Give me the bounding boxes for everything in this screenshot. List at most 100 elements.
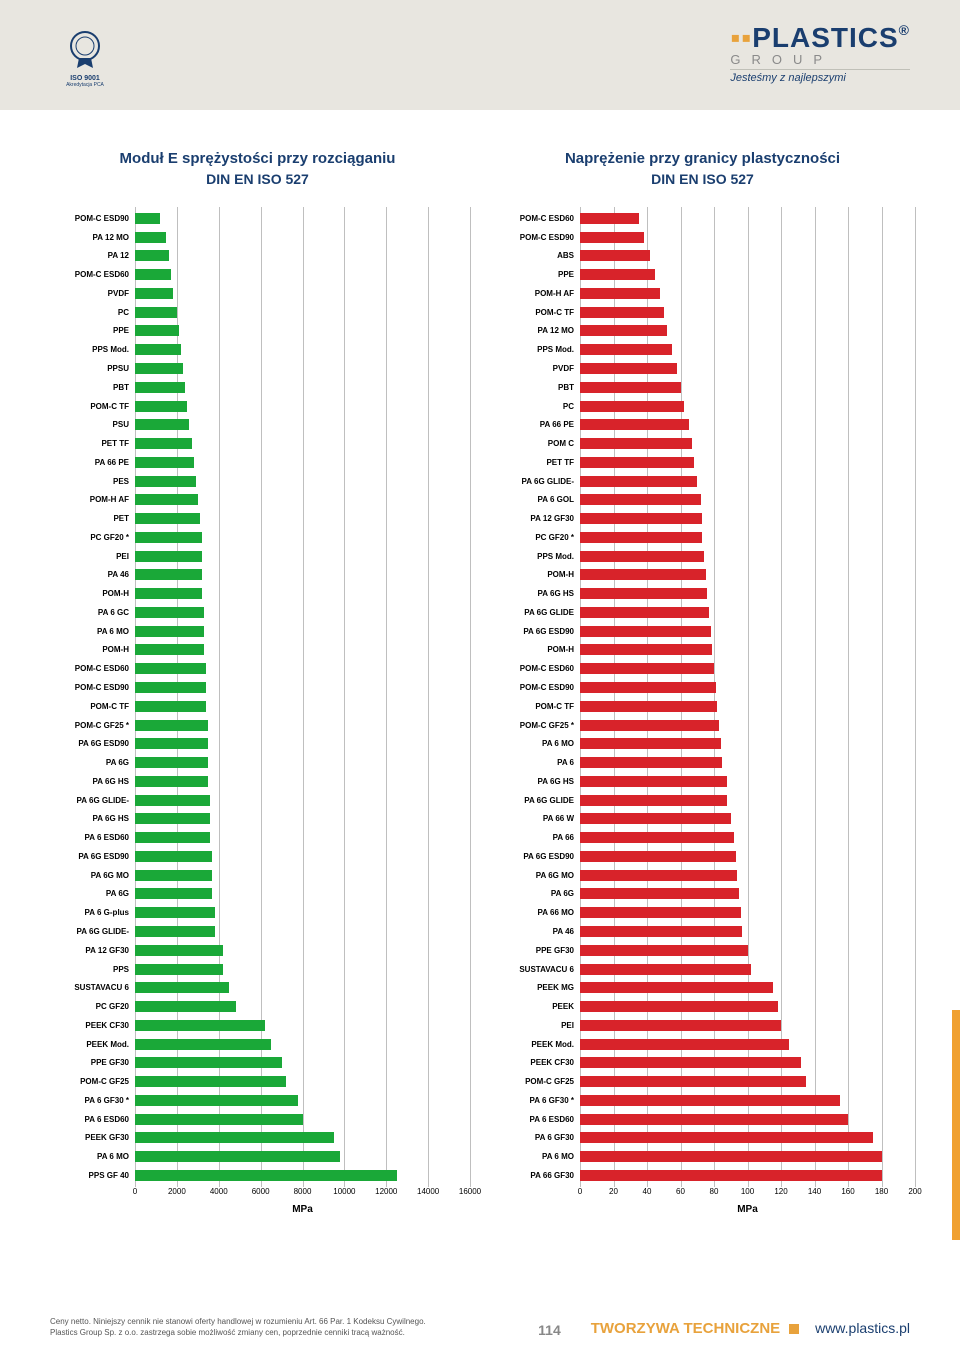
logo-block: ▪▪PLASTICS® GROUP Jesteśmy z najlepszymi [730,22,910,84]
bar-row: POM-C GF25 * [135,716,470,734]
bar [135,344,181,355]
bar-label: PA 66 [489,833,574,842]
bar [580,569,706,580]
x-tick: 20 [609,1187,618,1196]
bar-row: POM-C TF [135,397,470,415]
bar [135,851,212,862]
bar-label: PA 66 PE [44,458,129,467]
bar-label: PA 6 MO [44,627,129,636]
bar-label: POM-H AF [44,495,129,504]
bar-row: PA 6G GLIDE- [135,791,470,809]
bar-label: POM-H [489,570,574,579]
bar-label: PA 6 MO [489,739,574,748]
bar-row: PA 6G [135,754,470,772]
bar-label: PEEK Mod. [489,1040,574,1049]
bar-row: SUSTAVACU 6 [580,960,915,978]
bar-row: PEEK Mod. [580,1035,915,1053]
bar-row: PA 6 G-plus [135,904,470,922]
bar-row: PA 6G GLIDE- [135,922,470,940]
x-tick: 160 [841,1187,854,1196]
footer-disclaimer-line2: Plastics Group Sp. z o.o. zastrzega sobi… [50,1328,508,1338]
x-tick: 180 [875,1187,888,1196]
bar-label: PA 6 GF30 [489,1133,574,1142]
bar [580,1076,806,1087]
bar [135,307,177,318]
chart-right-bars: POM-C ESD60POM-C ESD90ABSPPEPOM-H AFPOM-… [580,207,915,1187]
bar-label: PA 6G ESD90 [44,852,129,861]
bar [135,419,189,430]
bar [135,232,166,243]
bar-row: PA 6G [580,885,915,903]
bar-row: POM-C ESD90 [135,209,470,227]
bar-label: PVDF [44,289,129,298]
header-bar: ISO 9001 Akredytacja PCA ▪▪PLASTICS® GRO… [0,0,960,110]
x-tick: 120 [774,1187,787,1196]
chart-left-title: Moduł E sprężystości przy rozciąganiu [45,150,470,167]
bar-row: PA 6 MO [135,1148,470,1166]
bar-label: PA 6 [489,758,574,767]
bar-row: PA 6G ESD90 [580,847,915,865]
bar-label: PC [489,402,574,411]
bar-row: PEEK MG [580,979,915,997]
bar-label: POM-C GF25 [44,1077,129,1086]
bar-row: PPE [135,322,470,340]
bar [580,813,731,824]
bar [580,250,650,261]
bar [135,982,229,993]
bar [580,1020,781,1031]
bar [135,682,206,693]
bar [580,945,748,956]
chart-left: Moduł E sprężystości przy rozciąganiu DI… [45,150,470,1217]
bar-row: POM-C ESD90 [580,679,915,697]
bar-row: POM-C ESD60 [580,660,915,678]
bar [135,907,215,918]
bar [135,626,204,637]
x-tick: 0 [578,1187,582,1196]
bar-label: PBT [44,383,129,392]
bar-row: PA 12 MO [135,228,470,246]
bar-row: PA 6G HS [580,585,915,603]
bar-label: PEI [489,1021,574,1030]
x-tick: 140 [808,1187,821,1196]
bar-row: PA 66 W [580,810,915,828]
bar [135,663,206,674]
bar [135,363,183,374]
bar-label: PBT [489,383,574,392]
bar-row: PET TF [580,453,915,471]
bar [580,907,741,918]
x-tick: 100 [741,1187,754,1196]
bar-row: PEEK GF30 [135,1129,470,1147]
bar-label: PA 6 GC [44,608,129,617]
bar-row: PPS Mod. [580,341,915,359]
bar [580,438,692,449]
bar-row: PC GF20 * [135,528,470,546]
bar [580,325,667,336]
x-tick: 10000 [333,1187,355,1196]
bar-label: POM-C ESD90 [489,683,574,692]
logo-tagline: Jesteśmy z najlepszymi [730,69,910,84]
bar-label: POM-C ESD60 [44,664,129,673]
bar-label: PSU [44,420,129,429]
bar [135,1095,298,1106]
bar-label: PA 66 MO [489,908,574,917]
bar [135,738,208,749]
bar-label: PA 6G GLIDE [489,796,574,805]
bar-label: PPSU [44,364,129,373]
chart-right-xlabel: MPa [737,1204,758,1215]
bar [135,1151,340,1162]
bar [135,457,194,468]
bar-label: PA 6G MO [44,871,129,880]
bar [580,626,711,637]
bar [135,1114,303,1125]
chart-right: Naprężenie przy granicy plastyczności DI… [490,150,915,1217]
bar [580,701,717,712]
bar [580,926,742,937]
bar-label: PA 6 MO [44,1152,129,1161]
bar-label: POM-H AF [489,289,574,298]
bar-label: POM-C ESD60 [44,270,129,279]
x-tick: 4000 [210,1187,228,1196]
bar [135,588,202,599]
bar-row: PVDF [580,360,915,378]
bar-row: POM-C ESD90 [135,679,470,697]
bar [580,1001,778,1012]
